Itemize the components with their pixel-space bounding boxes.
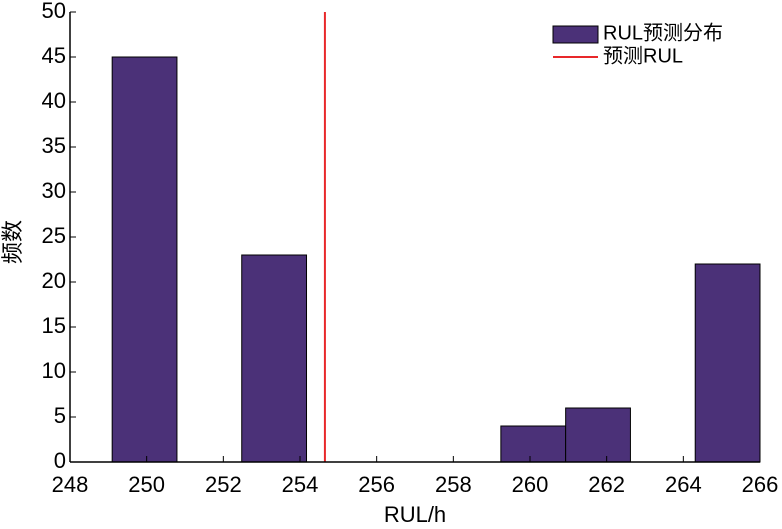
y-tick-label: 5 [54, 403, 66, 428]
bar [500, 425, 567, 463]
x-tick-label: 264 [665, 472, 702, 497]
x-tick-label: 258 [435, 472, 472, 497]
y-tick-label: 40 [42, 88, 66, 113]
x-tick-label: 252 [205, 472, 242, 497]
bar [111, 56, 178, 463]
bar [694, 263, 761, 463]
x-tick-label: 260 [512, 472, 549, 497]
y-tick-label: 30 [42, 178, 66, 203]
y-tick-label: 50 [42, 0, 66, 23]
x-tick-label: 266 [742, 472, 779, 497]
y-tick-label: 25 [42, 223, 66, 248]
y-tick-label: 45 [42, 43, 66, 68]
bar [565, 407, 631, 463]
x-tick-label: 248 [52, 472, 89, 497]
y-tick-label: 35 [42, 133, 66, 158]
y-tick-label: 20 [42, 268, 66, 293]
y-tick-label: 15 [42, 313, 66, 338]
x-axis-label: RUL/h [384, 502, 446, 527]
x-tick-label: 256 [358, 472, 395, 497]
legend-label: RUL预测分布 [603, 21, 723, 44]
y-axis-label: 频数 [0, 220, 25, 264]
y-tick-label: 10 [42, 358, 66, 383]
legend-label: 预测RUL [603, 44, 683, 67]
y-tick-label: 0 [54, 448, 66, 473]
x-tick-label: 250 [128, 472, 165, 497]
legend-swatch [552, 25, 599, 44]
x-tick-label: 262 [588, 472, 625, 497]
bar [241, 254, 308, 463]
x-tick-label: 254 [282, 472, 319, 497]
